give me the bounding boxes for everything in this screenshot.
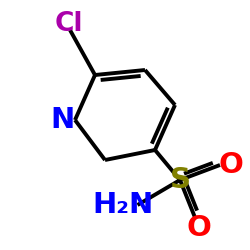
Text: H₂N: H₂N — [92, 191, 153, 219]
Text: Cl: Cl — [54, 11, 83, 37]
Text: O: O — [186, 214, 211, 242]
Text: S: S — [170, 166, 190, 194]
Text: O: O — [219, 151, 244, 179]
Text: N: N — [50, 106, 74, 134]
